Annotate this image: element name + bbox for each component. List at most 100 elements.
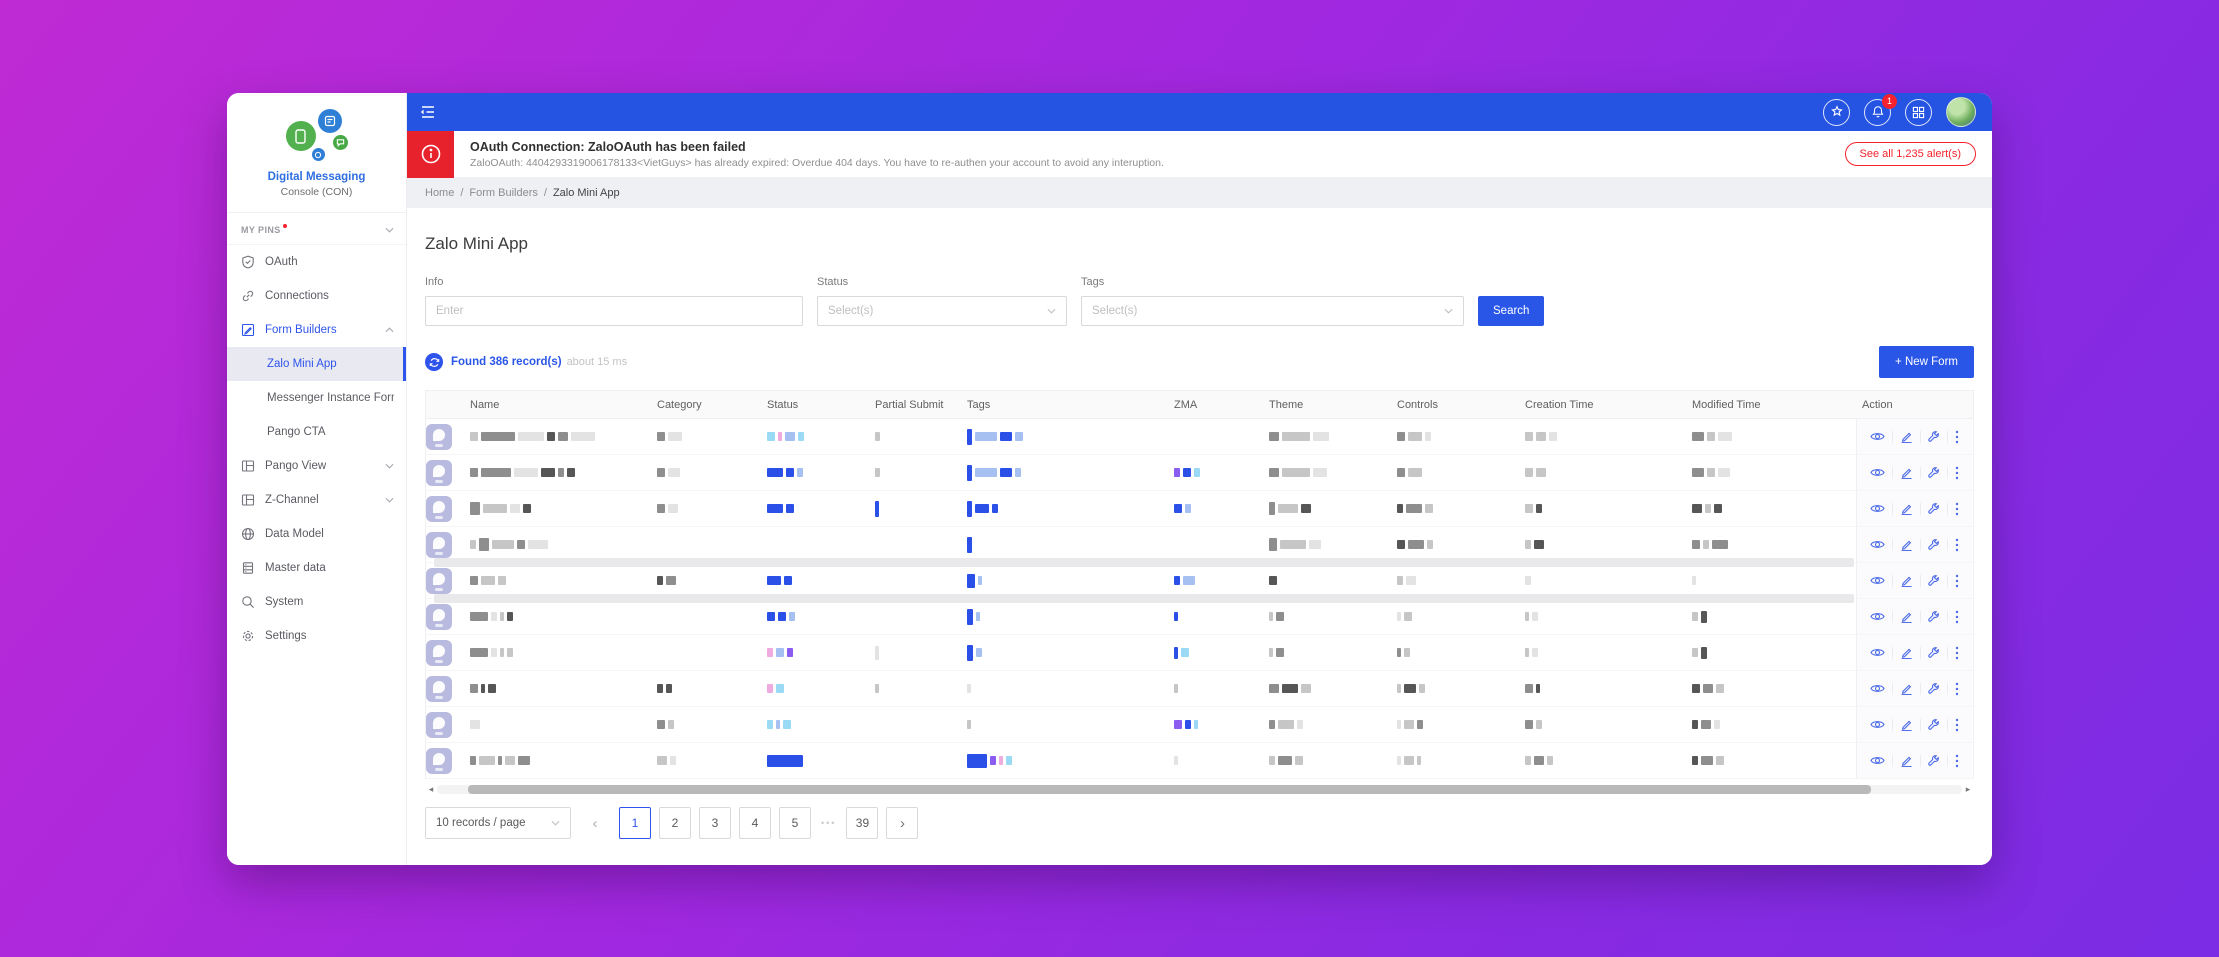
sidebar-group-my-pins[interactable]: MY PINS [227, 215, 406, 245]
view-icon[interactable] [1863, 647, 1892, 658]
table-row[interactable] [426, 599, 1973, 635]
table-row[interactable] [426, 743, 1973, 779]
more-icon[interactable] [1948, 430, 1966, 444]
redacted-block [1703, 684, 1713, 693]
sidebar-item-data-model[interactable]: Data Model [227, 517, 406, 551]
page-button-2[interactable]: 2 [659, 807, 691, 839]
breadcrumb-item[interactable]: Form Builders [469, 187, 538, 199]
prev-page-button[interactable]: ‹ [579, 807, 611, 839]
scroll-left-icon[interactable]: ◂ [428, 784, 434, 794]
tools-icon[interactable] [1920, 754, 1947, 767]
tools-icon[interactable] [1920, 574, 1947, 587]
next-page-button[interactable]: › [886, 807, 919, 839]
table-row[interactable] [426, 527, 1973, 567]
table-row[interactable] [426, 635, 1973, 671]
scroll-right-icon[interactable]: ▸ [1965, 784, 1971, 794]
tools-icon[interactable] [1920, 718, 1947, 731]
redacted-block [505, 756, 515, 765]
whats-new-button[interactable] [1823, 98, 1850, 126]
sidebar-item-z-channel[interactable]: Z-Channel [227, 483, 406, 517]
more-icon[interactable] [1948, 610, 1966, 624]
new-form-button[interactable]: + New Form [1879, 346, 1974, 378]
table-row[interactable] [426, 707, 1973, 743]
pagination-ellipsis[interactable]: ••• [821, 818, 837, 828]
view-icon[interactable] [1863, 503, 1892, 514]
more-icon[interactable] [1948, 682, 1966, 696]
more-icon[interactable] [1948, 502, 1966, 516]
more-icon[interactable] [1948, 574, 1966, 588]
more-icon[interactable] [1948, 466, 1966, 480]
tags-select[interactable]: Select(s) [1081, 296, 1464, 326]
redacted-block [528, 540, 548, 549]
redacted-block [875, 645, 879, 660]
view-icon[interactable] [1863, 683, 1892, 694]
see-all-alerts-button[interactable]: See all 1,235 alert(s) [1844, 142, 1976, 166]
tools-icon[interactable] [1920, 466, 1947, 479]
sidebar-item-system[interactable]: System [227, 585, 406, 619]
page-button-4[interactable]: 4 [739, 807, 771, 839]
sidebar-item-form-builders[interactable]: Form Builders [227, 313, 406, 347]
edit-icon[interactable] [1893, 538, 1920, 551]
tools-icon[interactable] [1920, 682, 1947, 695]
page-size-select[interactable]: 10 records / page [425, 807, 571, 839]
view-icon[interactable] [1863, 431, 1892, 442]
app-window: Digital Messaging Console (CON) MY PINS O… [227, 93, 1992, 865]
table-row[interactable] [426, 419, 1973, 455]
edit-icon[interactable] [1893, 466, 1920, 479]
sidebar-item-pango-view[interactable]: Pango View [227, 449, 406, 483]
edit-icon[interactable] [1893, 754, 1920, 767]
edit-icon[interactable] [1893, 718, 1920, 731]
view-icon[interactable] [1863, 539, 1892, 550]
table-row[interactable] [426, 671, 1973, 707]
page-button-1[interactable]: 1 [619, 807, 651, 839]
sidebar-item-messenger-instance-form[interactable]: Messenger Instance Form [227, 381, 406, 415]
action-separator [1919, 646, 1921, 659]
search-button[interactable]: Search [1478, 296, 1545, 326]
tools-icon[interactable] [1920, 502, 1947, 515]
view-icon[interactable] [1863, 575, 1892, 586]
page-button-5[interactable]: 5 [779, 807, 811, 839]
column-header-creation-time: Creation Time [1525, 398, 1594, 411]
table-row[interactable] [426, 491, 1973, 527]
more-icon[interactable] [1948, 538, 1966, 552]
notifications-button[interactable]: 1 [1864, 93, 1897, 126]
breadcrumb-item[interactable]: Home [425, 187, 455, 199]
sidebar-item-oauth[interactable]: OAuth [227, 245, 406, 279]
last-page-button[interactable]: 39 [846, 807, 879, 839]
tools-icon[interactable] [1920, 610, 1947, 623]
more-icon[interactable] [1948, 718, 1966, 732]
table-row[interactable] [426, 455, 1973, 491]
tools-icon[interactable] [1920, 430, 1947, 443]
view-icon[interactable] [1863, 755, 1892, 766]
sidebar-item-connections[interactable]: Connections [227, 279, 406, 313]
scrollbar-track[interactable] [437, 784, 1962, 794]
tools-icon[interactable] [1920, 538, 1947, 551]
status-select[interactable]: Select(s) [817, 296, 1067, 326]
more-icon[interactable] [1948, 754, 1966, 768]
table-row[interactable] [426, 563, 1973, 603]
edit-icon[interactable] [1893, 646, 1920, 659]
edit-icon[interactable] [1893, 682, 1920, 695]
page-button-3[interactable]: 3 [699, 807, 731, 839]
menu-fold-icon[interactable] [419, 104, 436, 120]
scrollbar-thumb[interactable] [467, 784, 1871, 794]
edit-icon[interactable] [1893, 610, 1920, 623]
sidebar-item-settings[interactable]: Settings [227, 619, 406, 653]
sidebar-item-zalo-mini-app[interactable]: Zalo Mini App [227, 347, 406, 381]
edit-icon[interactable] [1893, 502, 1920, 515]
redacted-block [1297, 720, 1303, 729]
info-input[interactable] [436, 305, 792, 317]
apps-grid-button[interactable] [1905, 98, 1932, 126]
view-icon[interactable] [1863, 611, 1892, 622]
sidebar-item-master-data[interactable]: Master data [227, 551, 406, 585]
edit-icon[interactable] [1893, 430, 1920, 443]
view-icon[interactable] [1863, 719, 1892, 730]
view-icon[interactable] [1863, 467, 1892, 478]
redacted-block [967, 464, 972, 481]
sidebar-item-pango-cta[interactable]: Pango CTA [227, 415, 406, 449]
more-icon[interactable] [1948, 646, 1966, 660]
user-avatar[interactable] [1946, 97, 1976, 127]
tools-icon[interactable] [1920, 646, 1947, 659]
edit-icon[interactable] [1893, 574, 1920, 587]
redacted-block [1269, 502, 1275, 515]
